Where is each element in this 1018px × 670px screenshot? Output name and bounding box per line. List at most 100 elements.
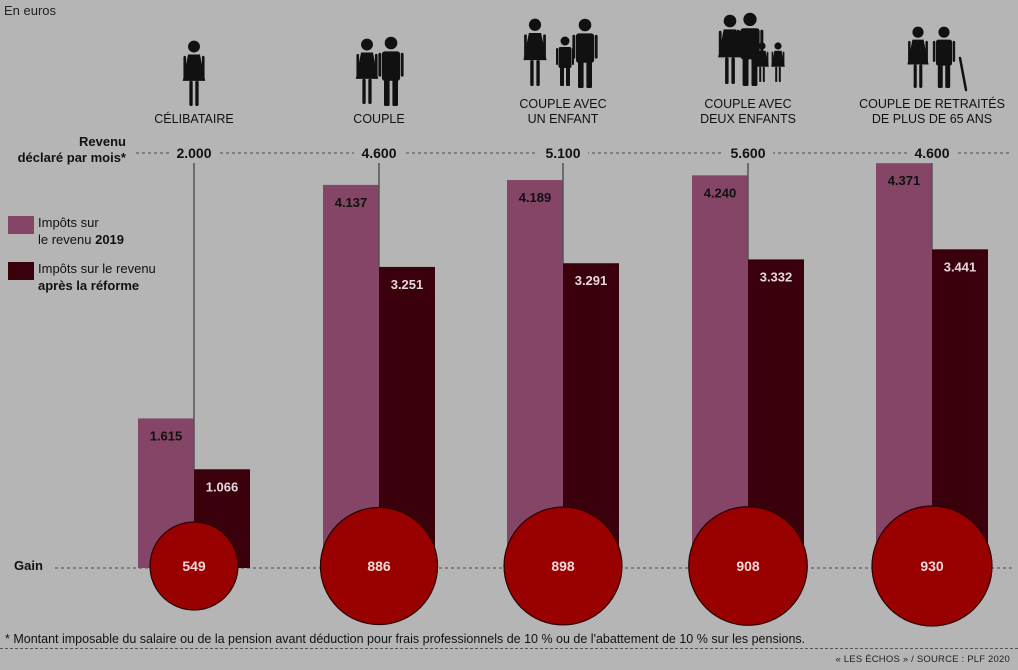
value-label-2019-1: 1.615: [150, 428, 183, 443]
couple-icon-figure-2-leg-right: [392, 78, 398, 106]
retired-couple-icon-cane: [958, 56, 968, 92]
family-one-child-icon: [523, 18, 598, 88]
family-one-child-icon-figure-1-leg-right: [536, 60, 540, 86]
family-one-child-icon-figure-1-dress: [523, 32, 547, 61]
value-label-reform-4: 3.332: [760, 269, 793, 284]
retired-couple-icon-figure-2-arm-left: [932, 40, 936, 62]
income-label-4: 5.600: [730, 145, 765, 161]
family-one-child-icon-figure-1-leg-left: [530, 60, 534, 86]
bar-2019-4: [692, 175, 748, 569]
category-label-3-line-1: COUPLE AVEC: [519, 97, 606, 111]
family-two-children-icon-figure-2-arm-left: [736, 29, 740, 55]
income-label-bg-1: [169, 143, 219, 163]
value-label-reform-3: 3.291: [575, 273, 608, 288]
footer-divider: [0, 648, 1018, 649]
retired-couple-icon-figure-2-leg-left: [937, 63, 943, 88]
value-label-reform-5: 3.441: [944, 259, 977, 274]
family-two-children-icon-figure-3: [755, 42, 769, 82]
couple-icon-figure-2-arm-left: [378, 52, 382, 77]
single-person-icon-figure-1-leg-left: [189, 80, 193, 106]
family-one-child-icon-figure-1-head: [528, 18, 542, 31]
income-label-5: 4.600: [914, 145, 949, 161]
income-label-bg-4: [723, 143, 773, 163]
family-two-children-icon-figure-3-dress: [755, 50, 769, 67]
legend: Impôts sur le revenu 2019 Impôts sur le …: [8, 214, 238, 306]
income-label-1: 2.000: [176, 145, 211, 161]
legend-2019-line1: Impôts sur: [38, 215, 99, 230]
legend-swatch-2019: [8, 216, 34, 234]
couple-icon-figure-2: [378, 36, 404, 106]
legend-item-2019: Impôts sur le revenu 2019: [8, 214, 238, 248]
retired-couple-icon-figure-1-arm-left: [908, 40, 911, 62]
category-label-5-line-1: COUPLE DE RETRAITÉS: [859, 96, 1005, 111]
retired-couple-icon-figure-1-leg-right: [919, 64, 923, 88]
retired-couple-icon-figure-1-leg-left: [913, 64, 917, 88]
couple-icon-figure-1-leg-right: [368, 78, 372, 104]
category-label-1-line-1: CÉLIBATAIRE: [154, 111, 233, 126]
gain-label-1: 549: [182, 558, 206, 574]
value-label-2019-5: 4.371: [888, 173, 921, 188]
family-one-child-icon-figure-3-head: [578, 18, 592, 32]
family-two-children-icon-figure-4-arm-left: [771, 51, 774, 66]
retired-couple-icon-figure-1: [907, 26, 929, 88]
couple-icon-figure-1-dress: [355, 52, 379, 79]
single-person-icon: [182, 40, 206, 106]
couple-icon-figure-1-head: [361, 38, 373, 51]
family-two-children-icon-figure-1-dress: [718, 29, 742, 58]
single-person-icon-figure-1: [182, 40, 206, 106]
gain-label-3: 898: [551, 558, 575, 574]
single-person-icon-figure-1-head: [188, 40, 200, 53]
couple-icon-figure-1: [355, 38, 379, 104]
family-one-child-icon-figure-3-torso: [575, 33, 595, 63]
bar-2019-2: [323, 184, 379, 569]
gain-label-2: 886: [367, 558, 391, 574]
family-one-child-icon-figure-1-arm-right: [543, 34, 546, 58]
family-two-children-icon-figure-3-head: [758, 42, 766, 50]
legend-2019-bold: 2019: [95, 232, 125, 247]
retired-couple-icon-figure-1-dress: [907, 39, 929, 65]
family-one-child-icon-figure-3-leg-right: [586, 60, 592, 88]
legend-swatch-reform: [8, 262, 34, 280]
family-one-child-icon-figure-3-arm-right: [594, 34, 598, 59]
family-two-children-icon-figure-3-leg-right: [762, 66, 765, 82]
retired-couple-icon-figure-2-torso: [935, 39, 953, 66]
family-one-child-icon-figure-1-arm-left: [524, 34, 527, 58]
couple-icon-figure-1-arm-right: [374, 53, 378, 77]
source-credit: « LES ÉCHOS » / SOURCE : PLF 2020: [835, 654, 1010, 665]
unit-label: En euros: [4, 3, 57, 18]
gain-circle-5: [871, 505, 993, 627]
retired-couple-icon-figure-1-head: [912, 26, 924, 38]
gain-circle-2: [319, 506, 439, 626]
single-person-icon-figure-1-arm-right: [201, 55, 205, 79]
footnote: * Montant imposable du salaire ou de la …: [5, 632, 806, 646]
couple-icon-figure-1-leg-left: [362, 78, 366, 104]
bar-2019-5: [876, 163, 932, 568]
bar-2019-3: [507, 180, 563, 568]
declared-income-label-line1: Revenu: [79, 134, 126, 149]
retired-couple-icon-figure-1-arm-right: [925, 40, 928, 62]
income-label-3: 5.100: [545, 145, 580, 161]
family-two-children-icon-figure-3-leg-left: [759, 66, 762, 82]
legend-reform-line1: Impôts sur le revenu: [38, 261, 156, 276]
legend-item-reform: Impôts sur le revenu après la réforme: [8, 260, 238, 294]
family-two-children-icon-figure-1-head: [723, 14, 737, 28]
family-two-children-icon-figure-2-head: [743, 12, 757, 27]
legend-reform-line2: après la réforme: [38, 277, 238, 294]
couple-icon-figure-1-arm-left: [356, 53, 360, 77]
family-two-children-icon-figure-1-leg-right: [731, 57, 735, 84]
family-one-child-icon-figure-2-head: [560, 36, 570, 46]
single-person-icon-figure-1-leg-right: [195, 80, 199, 106]
income-label-bg-3: [538, 143, 588, 163]
retired-couple-icon-figure-2-arm-right: [952, 40, 956, 62]
family-two-children-icon-figure-2-leg-left: [742, 56, 749, 86]
family-two-children-icon-figure-4: [771, 42, 785, 82]
family-one-child-icon-figure-1: [523, 18, 547, 86]
retired-couple-icon-figure-2-head: [938, 26, 950, 38]
family-two-children-icon-figure-4-head: [774, 42, 782, 50]
value-label-reform-2: 3.251: [391, 277, 424, 292]
gain-label-5: 930: [920, 558, 944, 574]
income-label-bg-2: [354, 143, 404, 163]
category-label-5-line-2: DE PLUS DE 65 ANS: [872, 112, 992, 126]
family-two-children-icon-figure-4-arm-right: [782, 51, 785, 66]
retired-couple-icon-figure-2-leg-right: [945, 63, 951, 88]
